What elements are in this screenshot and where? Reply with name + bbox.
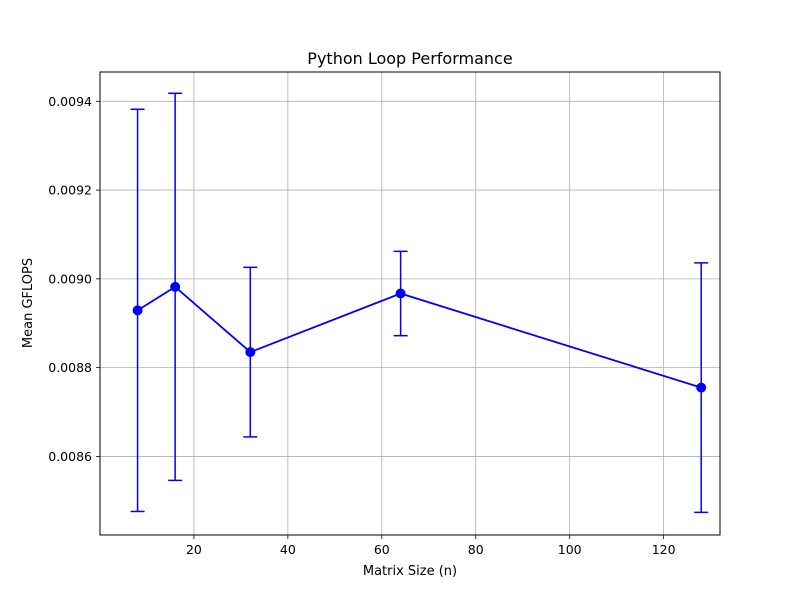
data-point — [132, 305, 143, 316]
x-tick-label: 120 — [652, 542, 676, 557]
axis-ticks: 20 40 60 80 100 120 0.0086 0.0088 0.0090 0.0092 0.… — [48, 94, 675, 557]
x-tick-label: 80 — [468, 542, 484, 557]
x-axis-label: Matrix Size (n) — [363, 564, 457, 579]
series-line — [137, 285, 702, 389]
data-point — [170, 281, 181, 292]
x-tick-label: 60 — [374, 542, 390, 557]
x-tick-label: 40 — [280, 542, 296, 557]
y-axis-label: Mean GFLOPS — [21, 258, 36, 348]
y-tick-label: 0.0086 — [48, 449, 92, 464]
x-tick-label: 100 — [558, 542, 582, 557]
y-tick-label: 0.0094 — [48, 94, 92, 109]
data-points — [132, 281, 707, 393]
plot-frame — [99, 71, 721, 536]
data-point — [395, 288, 406, 299]
error-bars — [130, 92, 709, 514]
series-lines — [137, 285, 702, 389]
grid-lines — [100, 72, 720, 535]
data-point — [245, 347, 256, 358]
y-tick-label: 0.0090 — [48, 271, 92, 286]
data-point — [696, 382, 707, 393]
x-tick-label: 20 — [186, 542, 202, 557]
y-tick-label: 0.0088 — [48, 360, 92, 375]
chart-title: Python Loop Performance — [307, 49, 512, 68]
y-tick-label: 0.0092 — [48, 183, 92, 198]
